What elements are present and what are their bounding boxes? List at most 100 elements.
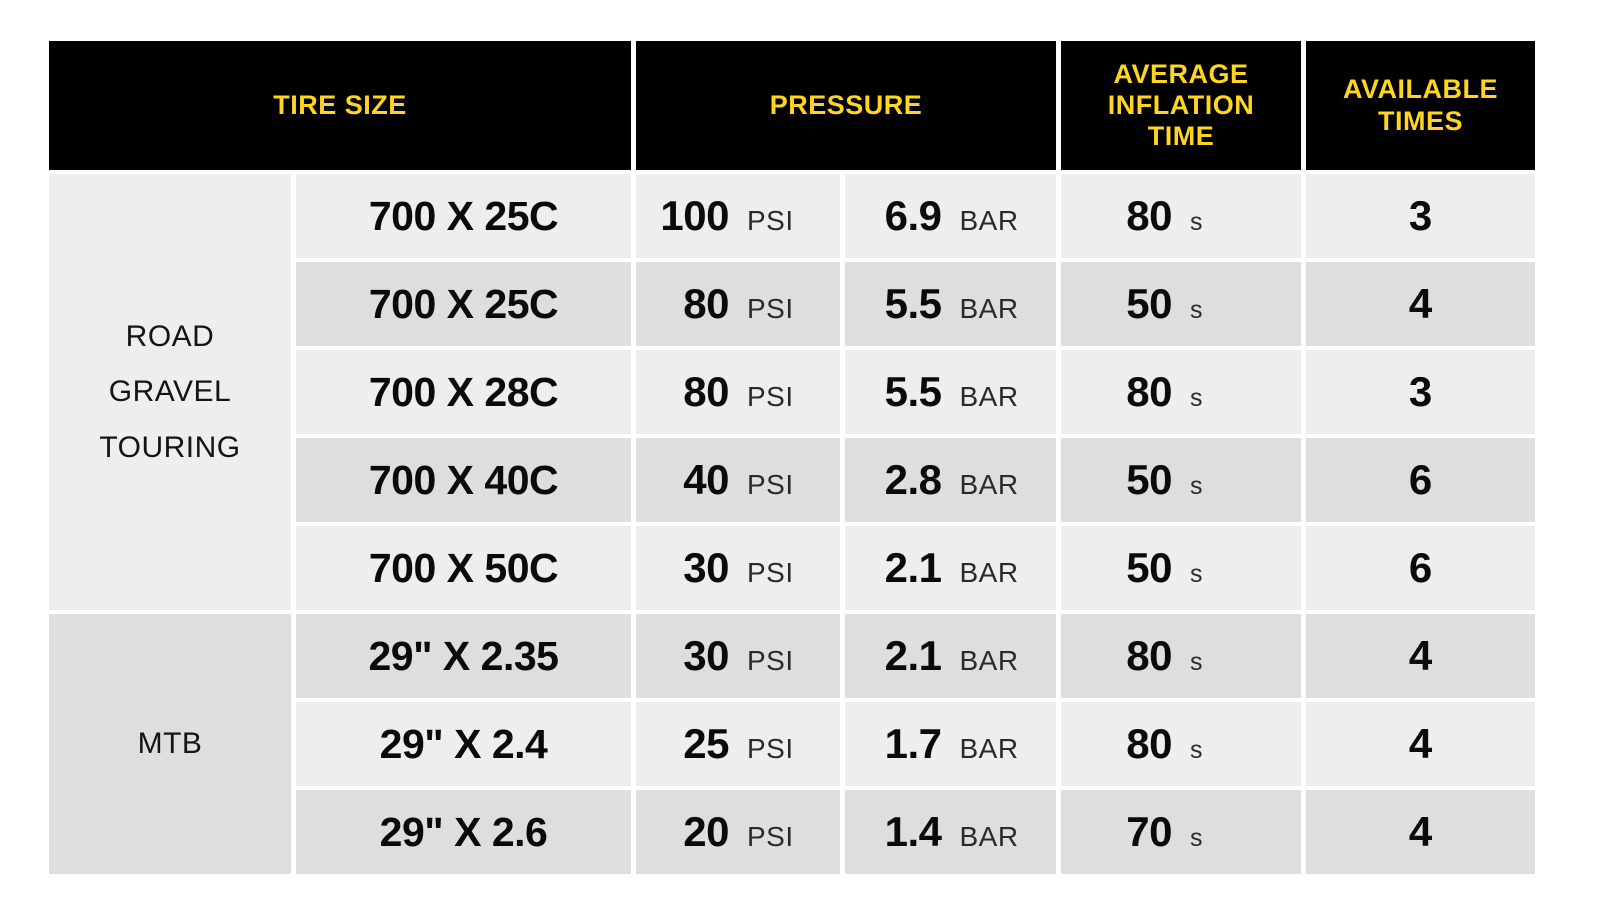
tire-size-value: 700 X 25C [296,262,631,346]
pressure-bar-cell: 2.1 BAR [845,614,1056,698]
inflation-time-cell: 70 s [1061,790,1301,874]
tire-size-value: 29" X 2.6 [296,790,631,874]
bar-value: 1.7 [884,720,942,767]
psi-unit: PSI [747,205,794,236]
bar-value: 6.9 [884,192,942,239]
psi-pair: 20 PSI [636,808,840,856]
time-unit: s [1190,824,1203,852]
psi-pair: 25 PSI [636,720,840,768]
pressure-psi-cell: 100 PSI [636,174,840,258]
psi-value: 30 [683,544,729,591]
category-mtb: MTB [49,614,291,874]
tire-size-value: 29" X 2.4 [296,702,631,786]
category-road-gravel-touring: ROAD GRAVEL TOURING [49,174,291,610]
available-times-value: 4 [1306,614,1535,698]
time-unit: s [1190,208,1203,236]
psi-value: 40 [683,456,729,503]
bar-unit: BAR [959,205,1019,236]
inflation-time-cell: 80 s [1061,702,1301,786]
time-value: 50 [1126,544,1172,591]
category-line-gravel: GRAVEL [108,375,232,409]
inflation-time-cell: 50 s [1061,438,1301,522]
psi-unit: PSI [747,557,794,588]
header-available-times: AVAILABLE TIMES [1306,41,1535,170]
time-value: 80 [1126,368,1172,415]
bar-value: 5.5 [884,368,942,415]
category-line-touring: TOURING [99,430,241,464]
bar-unit: BAR [959,645,1019,676]
bar-unit: BAR [959,469,1019,500]
pressure-psi-cell: 30 PSI [636,526,840,610]
bar-pair: 1.7 BAR [845,720,1056,768]
header-average-inflation-time-label: AVERAGE INFLATION TIME [1107,58,1255,152]
pressure-bar-cell: 5.5 BAR [845,350,1056,434]
bar-pair: 5.5 BAR [845,368,1056,416]
tire-size-value: 700 X 25C [296,174,631,258]
inflation-time-cell: 50 s [1061,526,1301,610]
psi-pair: 80 PSI [636,280,840,328]
header-tire-size-label: TIRE SIZE [273,89,407,120]
psi-value: 80 [683,280,729,327]
time-value: 50 [1126,456,1172,503]
pressure-psi-cell: 80 PSI [636,350,840,434]
tire-size-value: 700 X 50C [296,526,631,610]
time-unit: s [1190,736,1203,764]
inflation-time-cell: 80 s [1061,350,1301,434]
bar-value: 2.1 [884,632,942,679]
pressure-bar-cell: 6.9 BAR [845,174,1056,258]
time-value: 80 [1126,632,1172,679]
psi-unit: PSI [747,645,794,676]
available-times-value: 3 [1306,174,1535,258]
category-line-road: ROAD [125,319,215,353]
header-available-times-label: AVAILABLE TIMES [1343,74,1498,136]
time-unit: s [1190,560,1203,588]
bar-pair: 2.1 BAR [845,632,1056,680]
available-times-value: 6 [1306,526,1535,610]
tire-size-value: 700 X 40C [296,438,631,522]
available-times-value: 4 [1306,702,1535,786]
bar-unit: BAR [959,733,1019,764]
bar-value: 5.5 [884,280,942,327]
inflation-time-cell: 80 s [1061,614,1301,698]
psi-value: 25 [683,720,729,767]
psi-value: 30 [683,632,729,679]
bar-pair: 2.1 BAR [845,544,1056,592]
time-pair: 50 s [1061,456,1301,504]
pressure-psi-cell: 80 PSI [636,262,840,346]
pressure-psi-cell: 25 PSI [636,702,840,786]
pressure-bar-cell: 1.7 BAR [845,702,1056,786]
psi-unit: PSI [747,469,794,500]
time-unit: s [1190,296,1203,324]
time-pair: 70 s [1061,808,1301,856]
tire-size-value: 700 X 28C [296,350,631,434]
psi-pair: 80 PSI [636,368,840,416]
time-value: 80 [1126,720,1172,767]
time-pair: 50 s [1061,544,1301,592]
available-times-value: 6 [1306,438,1535,522]
psi-value: 20 [683,808,729,855]
available-times-value: 4 [1306,790,1535,874]
time-pair: 80 s [1061,632,1301,680]
bar-pair: 6.9 BAR [845,192,1056,240]
time-value: 80 [1126,192,1172,239]
bar-pair: 2.8 BAR [845,456,1056,504]
time-pair: 80 s [1061,368,1301,416]
bar-value: 2.8 [884,456,942,503]
tire-size-value: 29" X 2.35 [296,614,631,698]
psi-unit: PSI [747,381,794,412]
header-average-inflation-time: AVERAGE INFLATION TIME [1061,41,1301,170]
psi-pair: 30 PSI [636,632,840,680]
psi-unit: PSI [747,293,794,324]
category-line-mtb: MTB [137,727,203,760]
time-unit: s [1190,648,1203,676]
available-times-value: 3 [1306,350,1535,434]
header-tire-size: TIRE SIZE [49,41,631,170]
psi-value: 100 [660,192,729,239]
header-pressure: PRESSURE [636,41,1056,170]
bar-value: 1.4 [884,808,942,855]
pressure-psi-cell: 20 PSI [636,790,840,874]
pressure-bar-cell: 1.4 BAR [845,790,1056,874]
pressure-bar-cell: 5.5 BAR [845,262,1056,346]
inflation-time-cell: 80 s [1061,174,1301,258]
